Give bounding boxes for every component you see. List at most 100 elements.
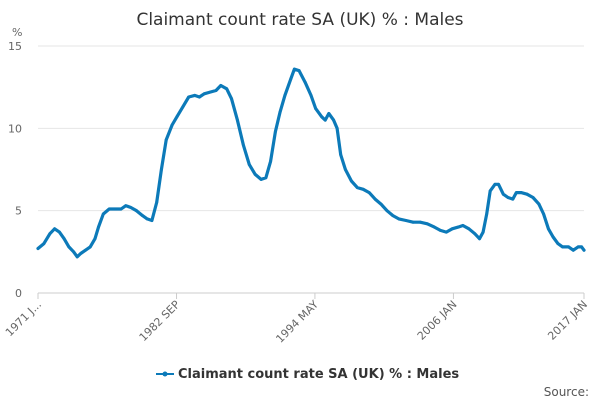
data-point-0-22[interactable] [145, 217, 149, 221]
data-point-0-49[interactable] [289, 77, 293, 81]
data-point-0-63[interactable] [355, 186, 359, 190]
data-point-0-28[interactable] [175, 115, 179, 119]
data-point-0-71[interactable] [404, 219, 408, 222]
data-point-0-53[interactable] [309, 94, 313, 97]
data-point-0-41[interactable] [247, 163, 251, 167]
data-point-0-46[interactable] [274, 130, 277, 134]
data-point-0-44[interactable] [264, 176, 268, 180]
data-point-0-106[interactable] [582, 248, 586, 252]
data-point-0-66[interactable] [373, 197, 377, 201]
data-point-0-64[interactable] [361, 187, 365, 191]
data-point-0-91[interactable] [511, 197, 515, 201]
data-point-0-13[interactable] [97, 225, 100, 229]
data-point-0-31[interactable] [193, 94, 197, 97]
data-point-0-73[interactable] [418, 220, 422, 224]
data-point-0-12[interactable] [93, 237, 97, 241]
data-point-0-74[interactable] [425, 222, 429, 226]
data-point-0-80[interactable] [461, 224, 465, 227]
data-point-0-36[interactable] [219, 84, 223, 87]
data-point-0-5[interactable] [62, 237, 66, 241]
data-point-0-34[interactable] [208, 90, 212, 94]
data-point-0-38[interactable] [230, 97, 233, 101]
data-point-0-69[interactable] [391, 214, 395, 218]
data-point-0-1[interactable] [42, 242, 46, 246]
data-point-0-45[interactable] [269, 159, 272, 163]
data-point-0-88[interactable] [497, 182, 500, 186]
data-point-0-50[interactable] [293, 67, 296, 71]
data-point-0-17[interactable] [119, 207, 123, 211]
data-point-0-25[interactable] [160, 168, 163, 171]
data-point-0-81[interactable] [467, 227, 471, 231]
data-point-0-8[interactable] [75, 255, 79, 259]
data-point-0-51[interactable] [297, 69, 301, 73]
data-point-0-83[interactable] [478, 237, 481, 241]
data-point-0-32[interactable] [198, 95, 201, 99]
data-point-0-7[interactable] [72, 250, 75, 254]
data-point-0-79[interactable] [456, 225, 460, 229]
data-point-0-103[interactable] [571, 248, 575, 252]
data-point-0-78[interactable] [450, 227, 454, 231]
data-point-0-61[interactable] [344, 168, 347, 171]
data-point-0-76[interactable] [439, 229, 442, 232]
data-point-0-42[interactable] [253, 173, 257, 176]
data-point-0-9[interactable] [79, 252, 83, 255]
data-point-0-93[interactable] [519, 191, 523, 195]
data-point-0-102[interactable] [567, 245, 570, 249]
data-point-0-77[interactable] [444, 230, 448, 234]
data-point-0-70[interactable] [397, 217, 401, 221]
data-point-0-37[interactable] [225, 87, 229, 91]
data-point-0-68[interactable] [385, 209, 389, 213]
data-point-0-23[interactable] [150, 219, 154, 222]
data-point-0-59[interactable] [335, 126, 339, 130]
data-point-0-90[interactable] [506, 196, 510, 199]
data-point-0-94[interactable] [525, 192, 529, 196]
data-point-0-27[interactable] [170, 123, 174, 127]
data-point-0-97[interactable] [542, 212, 545, 216]
data-point-0-35[interactable] [214, 89, 218, 92]
data-point-0-47[interactable] [278, 110, 282, 114]
data-point-0-2[interactable] [48, 232, 52, 236]
data-point-0-62[interactable] [350, 179, 353, 183]
data-point-0-52[interactable] [303, 80, 307, 84]
data-point-0-92[interactable] [514, 191, 518, 195]
data-point-0-43[interactable] [259, 178, 263, 181]
data-point-0-65[interactable] [367, 191, 371, 195]
data-point-0-14[interactable] [101, 212, 105, 216]
data-point-0-87[interactable] [493, 182, 497, 186]
data-point-0-21[interactable] [141, 214, 144, 218]
data-point-0-67[interactable] [379, 202, 383, 206]
data-point-0-104[interactable] [576, 245, 580, 249]
data-point-0-29[interactable] [181, 105, 185, 109]
data-point-0-10[interactable] [84, 248, 87, 252]
data-point-0-100[interactable] [556, 242, 560, 246]
data-point-0-16[interactable] [113, 207, 117, 211]
data-point-0-84[interactable] [481, 230, 485, 234]
data-point-0-20[interactable] [135, 209, 138, 213]
data-point-0-99[interactable] [551, 235, 555, 239]
data-point-0-15[interactable] [107, 207, 111, 211]
data-point-0-3[interactable] [53, 227, 56, 231]
data-point-0-4[interactable] [58, 230, 61, 234]
data-point-0-57[interactable] [327, 112, 331, 115]
data-point-0-56[interactable] [323, 118, 327, 122]
data-point-0-24[interactable] [155, 201, 159, 204]
data-point-0-86[interactable] [488, 189, 492, 193]
data-point-0-0[interactable] [36, 247, 40, 250]
data-point-0-95[interactable] [531, 196, 535, 199]
data-point-0-30[interactable] [187, 95, 191, 99]
data-point-0-26[interactable] [164, 138, 168, 142]
data-point-0-48[interactable] [283, 94, 287, 97]
data-point-0-101[interactable] [561, 245, 564, 249]
series-line-0[interactable] [36, 67, 586, 259]
data-point-0-89[interactable] [501, 192, 505, 196]
data-point-0-55[interactable] [320, 115, 324, 119]
data-point-0-98[interactable] [547, 227, 550, 231]
data-point-0-82[interactable] [473, 232, 477, 236]
data-point-0-105[interactable] [580, 245, 583, 249]
data-point-0-58[interactable] [332, 118, 335, 122]
data-point-0-72[interactable] [411, 220, 415, 224]
data-point-0-54[interactable] [314, 107, 318, 110]
data-point-0-96[interactable] [537, 202, 541, 206]
data-point-0-85[interactable] [485, 212, 489, 216]
data-point-0-75[interactable] [433, 225, 436, 229]
